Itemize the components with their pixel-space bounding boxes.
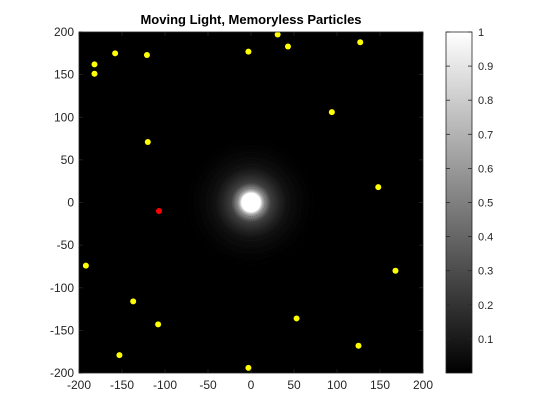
x-tick-label: 150 bbox=[370, 378, 390, 392]
y-tick-label: 0 bbox=[67, 196, 74, 210]
y-tick-label: 50 bbox=[61, 153, 75, 167]
particle-point bbox=[357, 39, 364, 46]
colorbar-tick-label: 0.1 bbox=[478, 334, 493, 346]
x-tick-label: 0 bbox=[248, 378, 255, 392]
light-glow-ring bbox=[188, 140, 314, 265]
highlight-particle bbox=[155, 208, 162, 215]
particle-point bbox=[91, 61, 98, 68]
x-tick-label: 50 bbox=[287, 378, 301, 392]
y-tick-label: 150 bbox=[54, 68, 74, 82]
colorbar-tick-label: 0.9 bbox=[478, 61, 493, 73]
x-tick-label: 200 bbox=[413, 378, 433, 392]
y-tick-label: -50 bbox=[57, 238, 75, 252]
colorbar-tick-label: 0.6 bbox=[478, 163, 493, 175]
particles bbox=[82, 31, 399, 371]
light-glow bbox=[185, 136, 317, 269]
particle-point bbox=[91, 70, 98, 77]
y-tick-label: -200 bbox=[50, 366, 74, 380]
x-tick-label: -150 bbox=[110, 378, 134, 392]
y-tick-label: 200 bbox=[54, 25, 74, 39]
particle-point bbox=[116, 352, 123, 359]
colorbar[interactable]: 0.1 0.2 0.3 0.4 0.5 0.6 0.7 0.8 0.9 1 bbox=[445, 27, 493, 374]
y-tick-label: -150 bbox=[50, 323, 74, 337]
colorbar-tick-label: 0.4 bbox=[478, 232, 493, 244]
particle-point bbox=[144, 138, 151, 145]
particle-point bbox=[143, 52, 150, 59]
light-glow-ring bbox=[236, 188, 266, 217]
particle-point bbox=[112, 50, 119, 57]
y-axis: 200 150 100 50 0 -50 -100 -150 -200 bbox=[50, 25, 423, 380]
particle-point bbox=[130, 298, 137, 305]
particle-point bbox=[355, 342, 362, 349]
particle-point bbox=[392, 267, 399, 274]
x-axis: -200 -150 -100 -50 0 50 100 150 200 bbox=[67, 32, 433, 392]
colorbar-tick-label: 0.7 bbox=[478, 129, 493, 141]
colorbar-tick-label: 0.8 bbox=[478, 95, 493, 107]
x-tick-label: -200 bbox=[67, 378, 91, 392]
colorbar-tick-label: 0.2 bbox=[478, 300, 493, 312]
plot-area bbox=[78, 31, 424, 374]
light-glow-ring bbox=[194, 146, 308, 259]
particle-point bbox=[284, 43, 291, 50]
colorbar-tick-label: 0.5 bbox=[478, 198, 493, 210]
x-tick-label: -100 bbox=[153, 378, 177, 392]
light-glow-ring bbox=[212, 164, 290, 241]
light-glow-ring bbox=[200, 152, 302, 253]
light-glow-ring bbox=[224, 176, 278, 229]
particle-point bbox=[155, 321, 162, 328]
light-source bbox=[241, 193, 261, 212]
particle-point bbox=[328, 109, 335, 116]
particle-point bbox=[293, 315, 300, 322]
light-glow-ring bbox=[218, 170, 284, 235]
chart-title: Moving Light, Memoryless Particles bbox=[140, 12, 361, 27]
colorbar-tick-label: 1 bbox=[478, 27, 484, 39]
particle-point bbox=[274, 31, 281, 38]
particle-point bbox=[245, 364, 252, 371]
y-tick-label: 100 bbox=[54, 110, 74, 124]
colorbar-axis: 0.1 0.2 0.3 0.4 0.5 0.6 0.7 0.8 0.9 1 bbox=[446, 27, 493, 346]
particle-point bbox=[82, 262, 89, 269]
light-glow-ring bbox=[230, 182, 272, 223]
y-tick-label: -100 bbox=[50, 281, 74, 295]
particle-point bbox=[245, 48, 252, 55]
light-glow-ring bbox=[206, 158, 296, 247]
particle-point bbox=[375, 184, 382, 191]
x-tick-label: 100 bbox=[327, 378, 347, 392]
x-tick-label: -50 bbox=[199, 378, 217, 392]
colorbar-tick-label: 0.3 bbox=[478, 266, 493, 278]
